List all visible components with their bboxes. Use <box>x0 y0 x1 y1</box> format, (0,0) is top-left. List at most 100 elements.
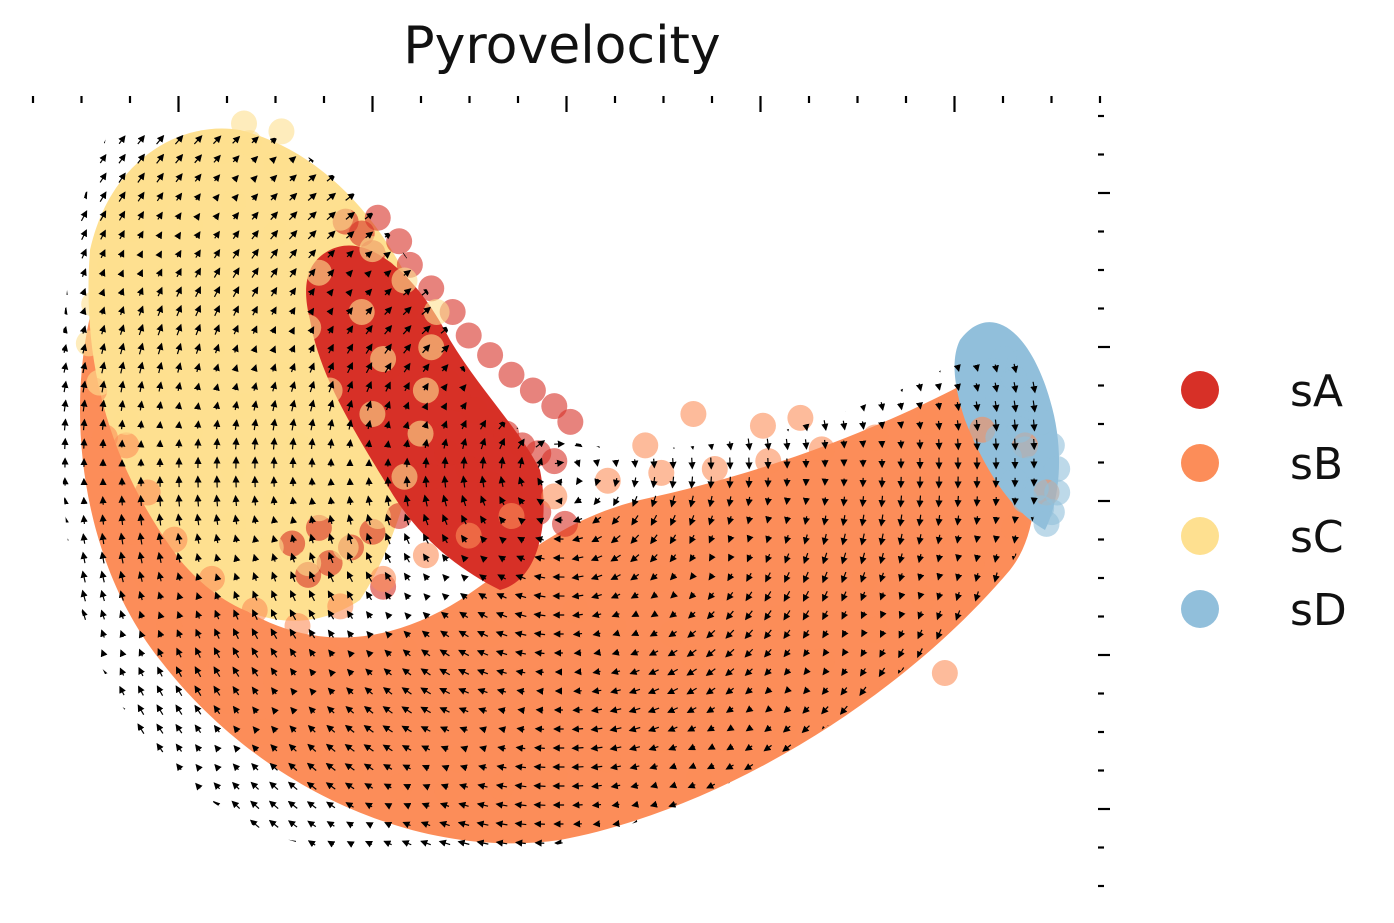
velocity-arrow <box>402 306 412 316</box>
velocity-arrow <box>629 326 641 334</box>
cell-point-sC <box>305 495 332 522</box>
velocity-arrow <box>61 780 69 791</box>
velocity-arrow <box>1030 344 1037 355</box>
velocity-arrow <box>574 269 583 277</box>
velocity-arrow <box>496 593 507 600</box>
velocity-arrow <box>802 534 810 545</box>
velocity-arrow <box>916 495 924 508</box>
velocity-arrow <box>516 420 527 430</box>
velocity-arrow <box>308 362 315 373</box>
velocity-arrow <box>649 288 660 295</box>
velocity-arrow <box>270 381 278 392</box>
velocity-arrow <box>763 364 771 373</box>
velocity-arrow <box>725 250 736 259</box>
velocity-arrow <box>668 421 676 430</box>
velocity-arrow <box>897 440 905 449</box>
velocity-arrow <box>496 250 509 258</box>
velocity-arrow <box>840 838 849 846</box>
velocity-arrow <box>590 573 603 581</box>
velocity-arrow <box>214 744 222 753</box>
velocity-arrow <box>61 437 69 450</box>
velocity-arrow <box>878 192 886 202</box>
velocity-arrow <box>403 213 412 221</box>
velocity-arrow <box>1050 801 1055 809</box>
velocity-arrow <box>1052 363 1054 373</box>
velocity-arrow <box>422 363 430 373</box>
velocity-arrow <box>897 173 906 183</box>
velocity-arrow <box>955 743 963 752</box>
velocity-arrow <box>118 590 126 601</box>
velocity-arrow <box>972 192 980 201</box>
velocity-arrow <box>460 592 468 601</box>
velocity-arrow <box>935 781 944 790</box>
velocity-arrow <box>1030 629 1038 640</box>
velocity-arrow <box>764 382 771 393</box>
velocity-arrow <box>99 496 107 505</box>
velocity-arrow <box>916 268 923 279</box>
velocity-arrow <box>365 571 373 582</box>
velocity-arrow <box>213 494 221 507</box>
velocity-arrow <box>648 136 661 144</box>
velocity-arrow <box>781 820 792 828</box>
velocity-arrow <box>213 724 222 733</box>
velocity-arrow <box>268 800 279 810</box>
velocity-arrow <box>974 667 981 678</box>
cell-point-sC <box>209 275 236 302</box>
velocity-arrow <box>175 268 182 278</box>
velocity-arrow <box>1011 382 1019 393</box>
velocity-arrow <box>802 497 810 506</box>
velocity-arrow <box>1030 553 1038 565</box>
velocity-arrow <box>915 230 923 239</box>
velocity-arrow <box>800 782 811 791</box>
velocity-arrow <box>915 838 925 848</box>
velocity-arrow <box>972 819 982 830</box>
velocity-arrow <box>364 270 372 278</box>
velocity-arrow <box>461 514 468 525</box>
velocity-arrow <box>667 820 678 827</box>
velocity-arrow <box>422 344 431 354</box>
velocity-arrow <box>422 611 431 620</box>
velocity-arrow <box>707 438 715 451</box>
velocity-arrow <box>572 174 585 182</box>
velocity-arrow <box>385 552 392 563</box>
velocity-arrow <box>480 495 487 506</box>
velocity-arrow <box>496 269 509 277</box>
velocity-arrow <box>81 686 89 695</box>
velocity-arrow <box>648 820 659 827</box>
velocity-arrow <box>1052 534 1053 543</box>
velocity-arrow <box>668 326 679 335</box>
velocity-arrow <box>687 288 698 296</box>
velocity-arrow <box>743 839 754 846</box>
legend-item-sD: sD <box>1181 585 1347 636</box>
velocity-arrow <box>460 213 469 221</box>
velocity-arrow <box>973 286 981 298</box>
velocity-arrow <box>194 704 202 715</box>
velocity-arrow <box>271 534 279 543</box>
velocity-arrow <box>119 839 127 848</box>
velocity-arrow <box>270 248 279 259</box>
velocity-arrow <box>917 573 925 582</box>
velocity-arrow <box>119 610 127 619</box>
velocity-arrow <box>175 532 183 545</box>
velocity-arrow <box>611 421 620 429</box>
cell-point-sB <box>284 612 311 639</box>
cell-point-sB <box>487 773 514 800</box>
velocity-arrow <box>858 705 867 716</box>
velocity-arrow <box>80 343 88 354</box>
velocity-arrow <box>251 400 259 411</box>
velocity-arrow <box>308 552 316 563</box>
velocity-arrow <box>384 288 392 296</box>
velocity-arrow <box>802 590 810 602</box>
velocity-arrow <box>915 192 923 201</box>
velocity-arrow <box>233 572 241 581</box>
velocity-arrow <box>174 838 183 847</box>
velocity-arrow <box>137 513 145 526</box>
cell-point-sC <box>338 455 364 482</box>
velocity-arrow <box>516 193 527 201</box>
velocity-arrow <box>536 517 545 525</box>
velocity-arrow <box>745 287 754 297</box>
velocity-arrow <box>974 706 982 715</box>
velocity-arrow <box>100 686 108 695</box>
velocity-arrow <box>630 307 641 314</box>
velocity-arrow <box>783 438 791 451</box>
